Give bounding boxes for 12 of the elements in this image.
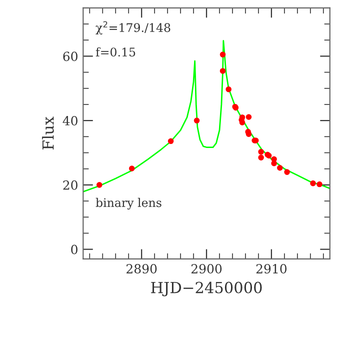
x-tick-label: 2890 [126,264,157,274]
y-axis-title: Flux [42,116,54,150]
y-tick-label: 0 [71,244,78,254]
annotation: χ$^{2}$=179./148 [96,21,170,35]
y-tick-label: 60 [63,52,78,62]
x-tick-label: 2910 [256,264,287,274]
annotation: f=0.15 [96,47,136,57]
y-tick-label: 40 [62,116,78,126]
x-tick-label: 2900 [191,264,222,274]
y-tick-label: 20 [63,180,78,190]
x-axis-title: HJD−2450000 [151,282,262,296]
annotation: binary lens [96,198,162,210]
